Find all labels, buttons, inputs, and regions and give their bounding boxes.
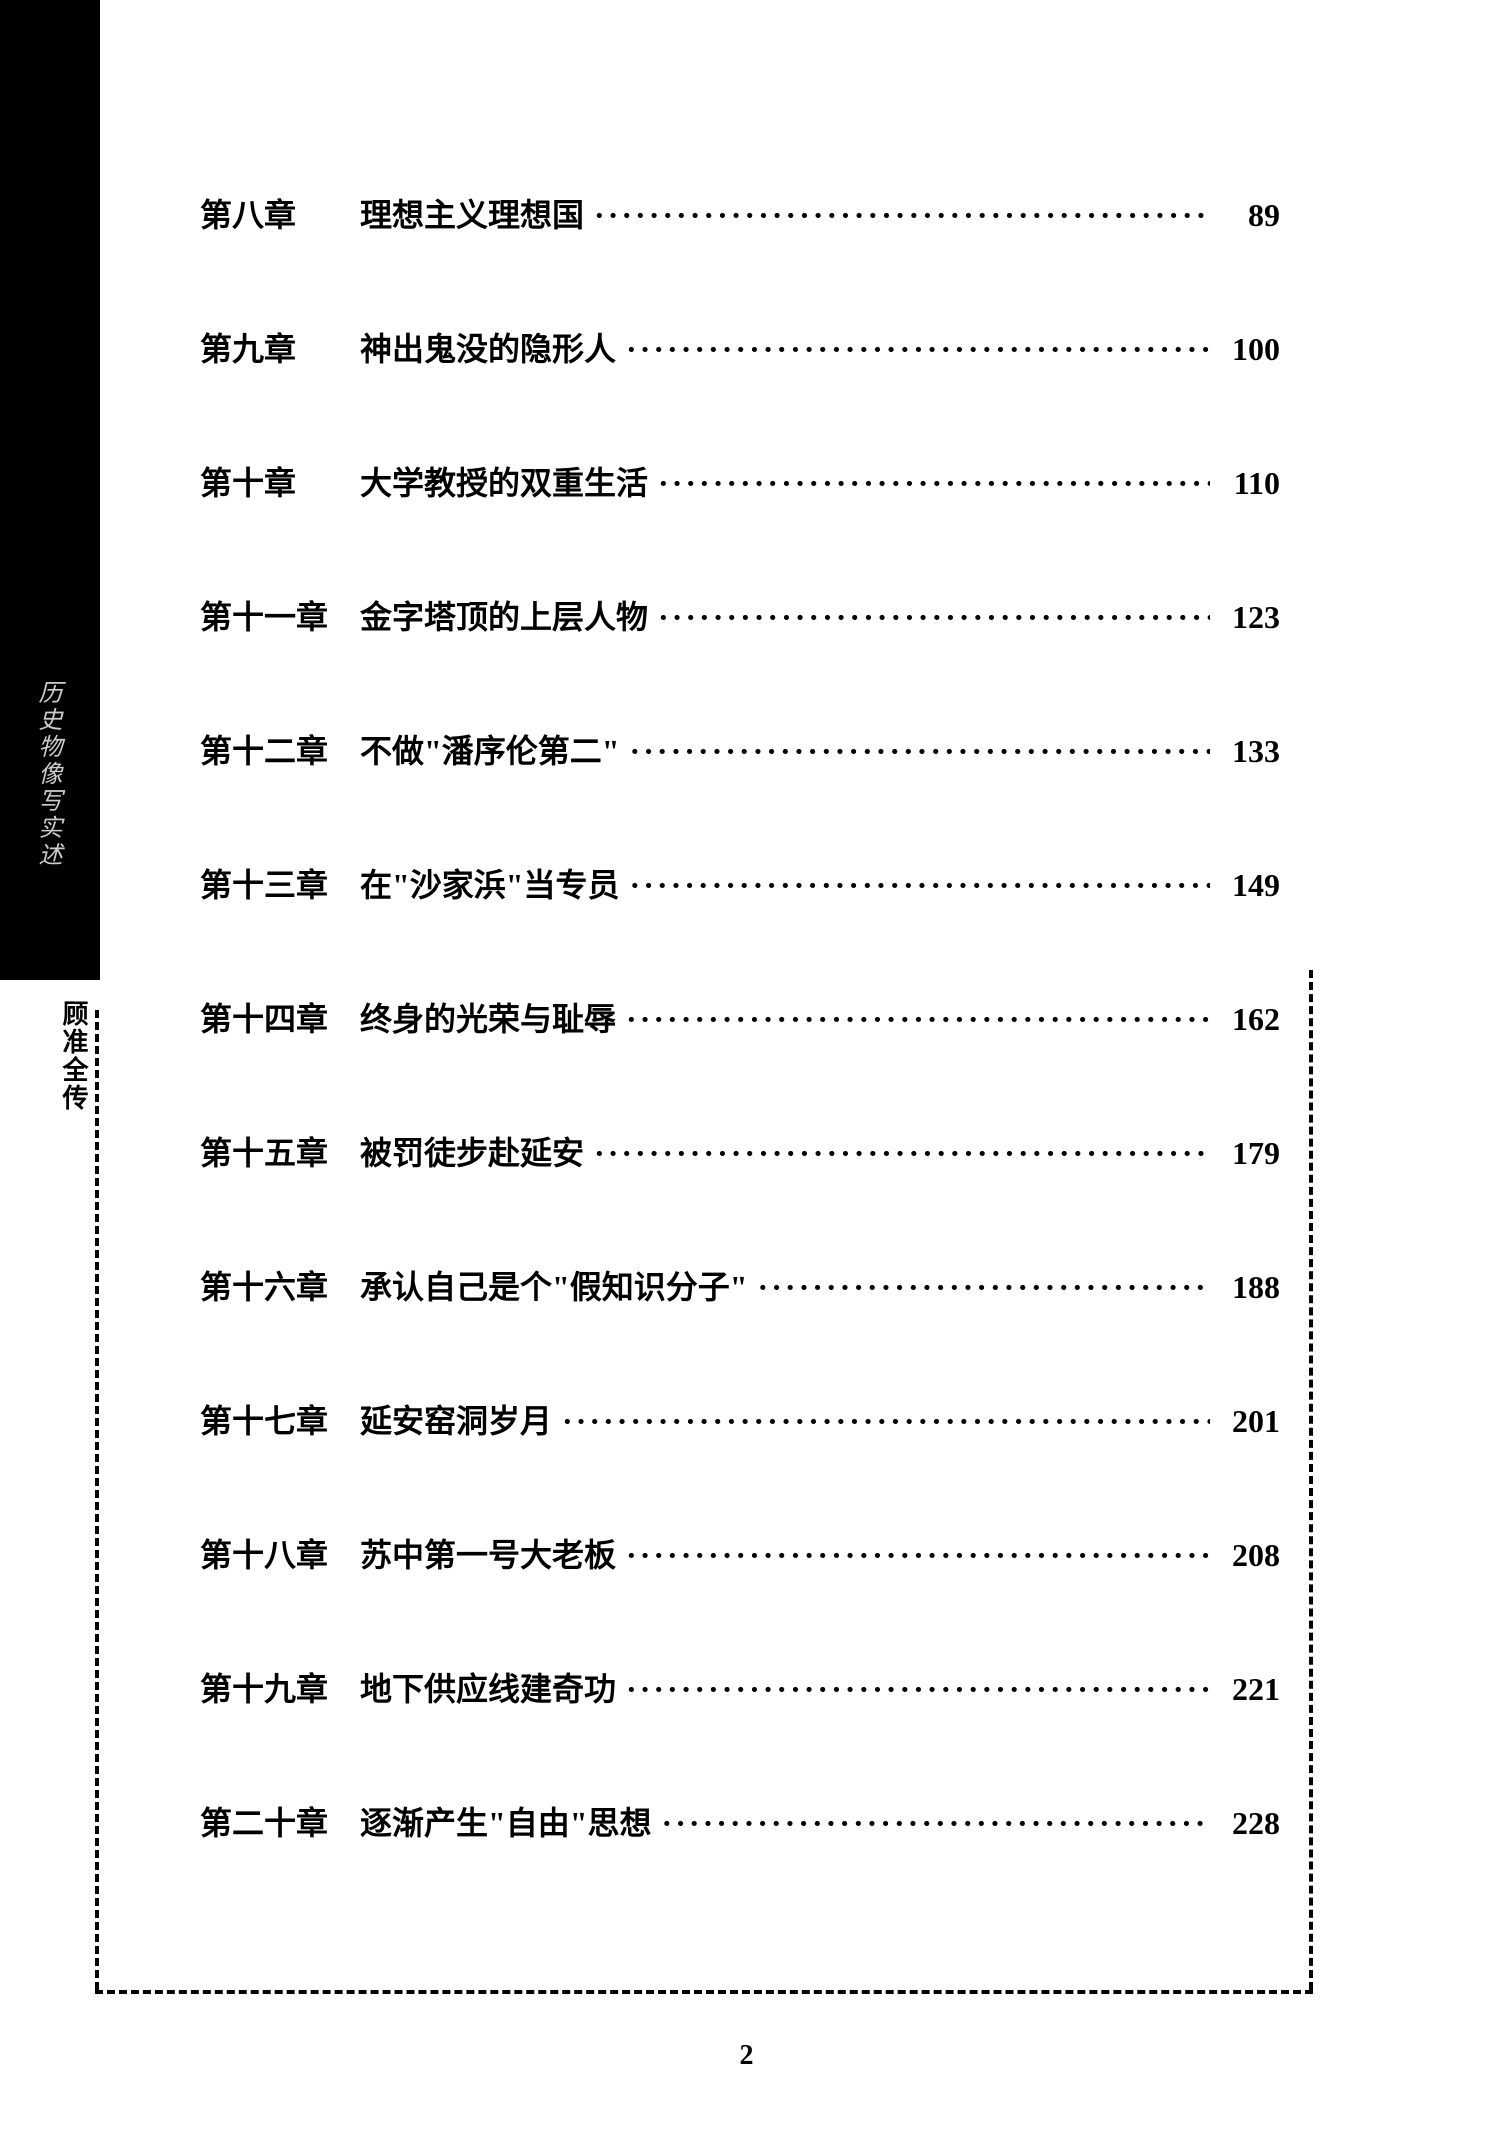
toc-entry: 第十八章 苏中第一号大老板 208 [200, 1530, 1280, 1576]
chapter-title: 不做"潘序伦第二" [360, 726, 620, 772]
chapter-label: 第十章 [200, 458, 330, 504]
toc-entry: 第二十章 逐渐产生"自由"思想 228 [200, 1798, 1280, 1844]
spine-series-title: 历史物像写实述 [30, 680, 65, 869]
chapter-title: 理想主义理想国 [360, 190, 584, 236]
page-number: 221 [1220, 1671, 1280, 1708]
dot-leader [562, 1403, 1210, 1440]
dot-leader [658, 599, 1210, 636]
dot-leader [630, 867, 1210, 904]
chapter-label: 第十六章 [200, 1262, 330, 1308]
chapter-title: 承认自己是个"假知识分子" [360, 1262, 748, 1308]
chapter-label: 第十二章 [200, 726, 330, 772]
dot-leader [626, 331, 1210, 368]
chapter-label: 第十九章 [200, 1664, 330, 1710]
chapter-title: 神出鬼没的隐形人 [360, 324, 616, 370]
toc-entry: 第十七章 延安窑洞岁月 201 [200, 1396, 1280, 1442]
toc-entry: 第十四章 终身的光荣与耻辱 162 [200, 994, 1280, 1040]
chapter-label: 第十四章 [200, 994, 330, 1040]
page-number: 123 [1220, 599, 1280, 636]
page-number: 89 [1220, 197, 1280, 234]
toc-entry: 第十章 大学教授的双重生活 110 [200, 458, 1280, 504]
chapter-label: 第十八章 [200, 1530, 330, 1576]
dot-leader [758, 1269, 1210, 1306]
dashed-border-bottom [95, 1990, 1313, 1994]
toc-entry: 第九章 神出鬼没的隐形人 100 [200, 324, 1280, 370]
page-number: 149 [1220, 867, 1280, 904]
chapter-title: 延安窑洞岁月 [360, 1396, 552, 1442]
chapter-label: 第九章 [200, 324, 330, 370]
chapter-label: 第二十章 [200, 1798, 330, 1844]
toc-entry: 第十二章 不做"潘序伦第二" 133 [200, 726, 1280, 772]
chapter-title: 金字塔顶的上层人物 [360, 592, 648, 638]
toc-entry: 第十一章 金字塔顶的上层人物 123 [200, 592, 1280, 638]
chapter-title: 逐渐产生"自由"思想 [360, 1798, 652, 1844]
toc-entry: 第十五章 被罚徒步赴延安 179 [200, 1128, 1280, 1174]
chapter-label: 第十三章 [200, 860, 330, 906]
chapter-title: 苏中第一号大老板 [360, 1530, 616, 1576]
page-number-footer: 2 [740, 2040, 754, 2072]
chapter-title: 终身的光荣与耻辱 [360, 994, 616, 1040]
page-number: 188 [1220, 1269, 1280, 1306]
chapter-label: 第八章 [200, 190, 330, 236]
chapter-label: 第十五章 [200, 1128, 330, 1174]
toc-entry: 第八章 理想主义理想国 89 [200, 190, 1280, 236]
chapter-title: 地下供应线建奇功 [360, 1664, 616, 1710]
chapter-title: 被罚徒步赴延安 [360, 1128, 584, 1174]
dot-leader [626, 1671, 1210, 1708]
page-number: 133 [1220, 733, 1280, 770]
dot-leader [594, 197, 1210, 234]
page-number: 162 [1220, 1001, 1280, 1038]
dot-leader [662, 1805, 1210, 1842]
page-number: 208 [1220, 1537, 1280, 1574]
chapter-label: 第十一章 [200, 592, 330, 638]
toc-entry: 第十九章 地下供应线建奇功 221 [200, 1664, 1280, 1710]
toc-content: 第八章 理想主义理想国 89 第九章 神出鬼没的隐形人 100 第十章 大学教授… [200, 190, 1280, 1932]
dot-leader [658, 465, 1210, 502]
page-number: 179 [1220, 1135, 1280, 1172]
chapter-title: 在"沙家浜"当专员 [360, 860, 620, 906]
dot-leader [626, 1001, 1210, 1038]
dot-leader [594, 1135, 1210, 1172]
toc-entry: 第十六章 承认自己是个"假知识分子" 188 [200, 1262, 1280, 1308]
page-number: 110 [1220, 465, 1280, 502]
page-number: 100 [1220, 331, 1280, 368]
page-number: 201 [1220, 1403, 1280, 1440]
chapter-title: 大学教授的双重生活 [360, 458, 648, 504]
dot-leader [626, 1537, 1210, 1574]
spine-book-title: 顾准全传 [55, 1000, 92, 1112]
toc-entry: 第十三章 在"沙家浜"当专员 149 [200, 860, 1280, 906]
dot-leader [630, 733, 1210, 770]
dashed-border-left [95, 1010, 99, 1990]
dashed-border-right [1309, 970, 1313, 1990]
chapter-label: 第十七章 [200, 1396, 330, 1442]
page-number: 228 [1220, 1805, 1280, 1842]
